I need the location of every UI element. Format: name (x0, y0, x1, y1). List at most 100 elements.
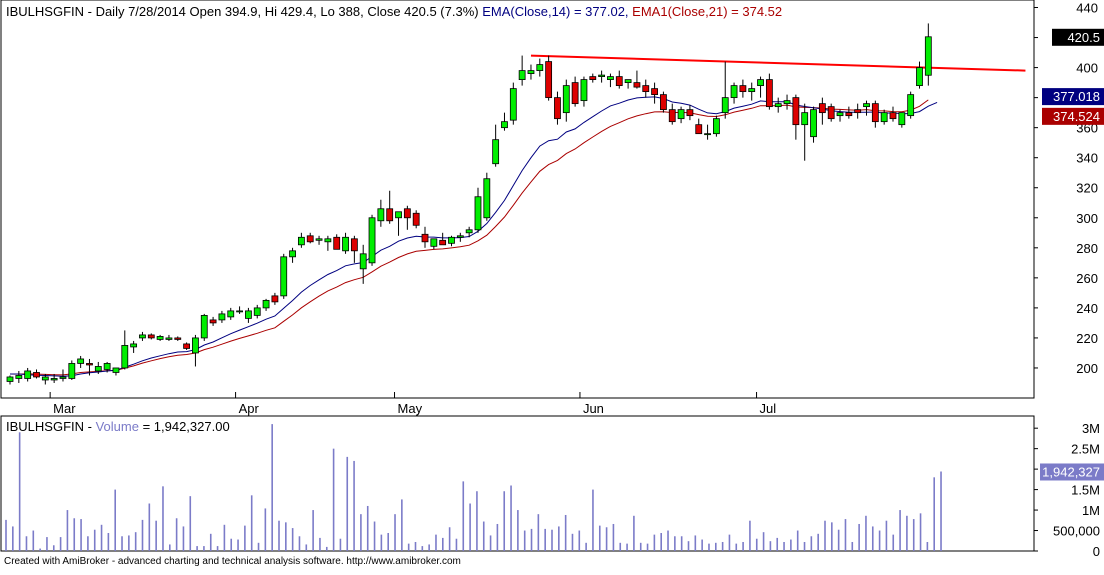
candle-body (218, 313, 226, 321)
header-ema14-label: EMA(Close,14) = 377.02, (482, 4, 632, 19)
volume-tick-label: 2.5M (1071, 442, 1100, 457)
candle (527, 64, 535, 80)
candle (262, 298, 270, 311)
volume-badge-bg (1040, 463, 1104, 481)
candle (615, 70, 623, 89)
candle-body (668, 109, 676, 123)
volume-header: IBULHSGFIN - Volume = 1,942,327.00 (6, 419, 230, 434)
candle-body (174, 337, 182, 340)
candle-body (633, 82, 641, 88)
candle (924, 23, 932, 86)
candle (333, 234, 341, 250)
candle-body (121, 345, 129, 369)
candle (306, 232, 314, 244)
candle-body (412, 212, 420, 226)
candle (350, 235, 358, 263)
candle (536, 58, 544, 77)
candle (41, 373, 49, 385)
candle (854, 103, 862, 119)
candle (916, 61, 923, 89)
header-symbol: IBULHSGFIN (6, 4, 84, 19)
candle (871, 100, 879, 128)
candle-body (509, 88, 517, 121)
candle (889, 106, 897, 122)
candle (200, 313, 208, 341)
candle-body (156, 336, 164, 340)
candle-body (774, 103, 782, 108)
candle (377, 199, 385, 227)
volume-header-symbol: IBULHSGFIN (6, 419, 84, 434)
candle (386, 190, 394, 224)
candle-body (456, 235, 464, 238)
candle (518, 55, 526, 86)
candle (227, 307, 235, 320)
candle-body (880, 112, 888, 123)
candle-body (192, 337, 199, 354)
candle-body (315, 238, 323, 241)
candle (280, 253, 288, 299)
candle-body (624, 79, 632, 84)
candle (421, 226, 429, 248)
candle (818, 97, 826, 125)
candle-body (615, 76, 623, 87)
candle-body (59, 376, 67, 379)
candle (112, 367, 120, 376)
candle (289, 247, 296, 263)
candle-body (562, 85, 570, 114)
candle-body (677, 109, 685, 120)
candle (686, 105, 694, 121)
price-tick-label: 240 (1076, 301, 1098, 316)
candle (810, 106, 817, 143)
candle-body (439, 239, 447, 246)
candle (130, 340, 138, 353)
candle (483, 172, 491, 221)
candle (598, 70, 606, 83)
candle-body (492, 139, 500, 165)
candle (33, 369, 40, 379)
candle-body (280, 256, 288, 297)
candle-body (15, 375, 23, 379)
resistance-trendline (530, 54, 1026, 72)
candle (165, 334, 173, 341)
candle (721, 61, 729, 119)
price-tick-label: 200 (1076, 361, 1098, 376)
candle (836, 109, 844, 122)
ema14-line-layer (10, 96, 938, 377)
volume-tick-label: 1M (1082, 503, 1100, 518)
candle (783, 94, 791, 110)
candle (245, 307, 252, 323)
candle (368, 214, 376, 266)
candle-body (889, 112, 897, 120)
candle-body (262, 299, 270, 309)
candle-body (695, 124, 703, 135)
candle-body (863, 103, 870, 108)
candle (139, 331, 146, 341)
candle (430, 238, 438, 250)
candle (730, 82, 738, 104)
candle (492, 124, 500, 167)
candle-body (333, 236, 341, 250)
candle-body (77, 358, 85, 364)
candle-body (253, 307, 261, 316)
candle (395, 211, 402, 236)
candle-body (916, 67, 923, 87)
month-label: Jun (583, 401, 604, 416)
candle (774, 97, 782, 113)
candle (324, 235, 332, 251)
candle-body (660, 94, 667, 111)
candle (562, 79, 570, 122)
volume-tick-label: 1.5M (1071, 483, 1100, 498)
candle-body (818, 103, 826, 114)
price-tick-label: 340 (1076, 151, 1098, 166)
month-axis: Mar Apr May Jun Jul (49, 392, 776, 416)
candle-body (359, 253, 367, 270)
candle-body (350, 238, 358, 252)
candle-body (845, 112, 853, 117)
candle-body (739, 85, 747, 93)
candle-body (518, 70, 526, 80)
price-pane-frame (0, 0, 1035, 399)
candle-body (871, 103, 879, 123)
candle-body (289, 250, 296, 258)
candle (156, 334, 164, 341)
